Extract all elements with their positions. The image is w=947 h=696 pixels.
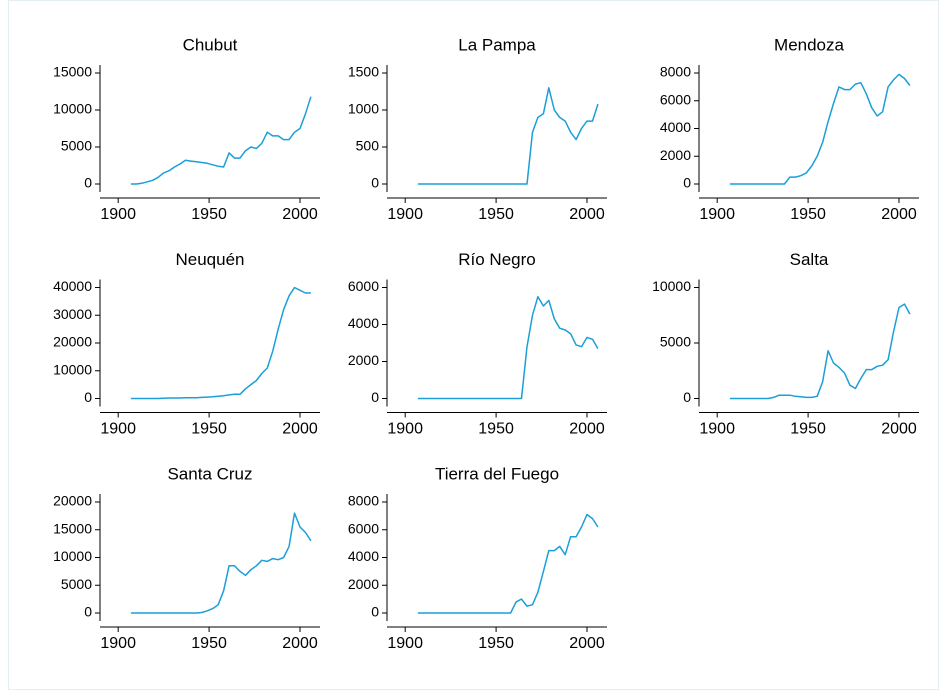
- y-tick-label: 2000: [348, 352, 379, 368]
- data-line: [130, 96, 312, 185]
- data-line: [417, 295, 599, 400]
- y-tick-label: 1000: [348, 101, 379, 117]
- x-tick-label: 1950: [191, 421, 227, 438]
- y-tick-label: 0: [683, 389, 691, 405]
- y-tick-label: 40000: [53, 278, 92, 294]
- data-line: [130, 286, 311, 400]
- y-tick-label: 8000: [660, 64, 691, 80]
- x-tick-label: 1900: [100, 421, 136, 438]
- x-tick-label: 2000: [881, 421, 917, 438]
- x-tick-label: 1900: [699, 421, 735, 438]
- y-tick-label: 4000: [660, 119, 691, 135]
- y-tick-label: 2000: [660, 147, 691, 163]
- x-tick-label: 1900: [100, 206, 136, 223]
- y-tick-label: 1500: [348, 64, 379, 80]
- x-tick-label: 2000: [569, 206, 605, 223]
- y-tick-label: 5000: [660, 334, 691, 350]
- data-line: [130, 512, 312, 614]
- x-tick-label: 1950: [478, 206, 514, 223]
- x-tick-label: 2000: [881, 206, 917, 223]
- y-tick-label: 5000: [61, 138, 92, 154]
- x-tick-label: 2000: [282, 206, 318, 223]
- y-tick-label: 5000: [61, 576, 92, 592]
- y-tick-label: 6000: [348, 278, 379, 294]
- panel-title: Tierra del Fuego: [435, 464, 559, 483]
- y-tick-label: 10000: [652, 278, 691, 294]
- y-tick-label: 10000: [53, 548, 92, 564]
- y-tick-label: 0: [84, 604, 92, 620]
- x-tick-label: 1900: [387, 421, 423, 438]
- y-tick-label: 15000: [53, 64, 92, 80]
- panel-title: Salta: [790, 250, 829, 269]
- panel-title: Chubut: [183, 35, 238, 54]
- x-tick-label: 1900: [387, 635, 423, 652]
- x-tick-label: 1950: [478, 421, 514, 438]
- x-tick-label: 1900: [699, 206, 735, 223]
- y-tick-label: 6000: [348, 520, 379, 536]
- data-line: [417, 87, 599, 185]
- y-tick-label: 6000: [660, 91, 691, 107]
- x-tick-label: 1950: [191, 635, 227, 652]
- y-tick-label: 0: [371, 175, 379, 191]
- data-line: [417, 513, 599, 614]
- x-tick-label: 2000: [569, 421, 605, 438]
- x-tick-label: 1950: [191, 206, 227, 223]
- data-line: [729, 73, 911, 185]
- y-tick-label: 0: [683, 175, 691, 191]
- frame: [8, 0, 939, 690]
- y-tick-label: 0: [371, 604, 379, 620]
- x-tick-label: 1900: [387, 206, 423, 223]
- y-tick-label: 0: [371, 389, 379, 405]
- y-tick-label: 10000: [53, 361, 92, 377]
- panel-title: Río Negro: [458, 250, 535, 269]
- y-tick-label: 0: [84, 175, 92, 191]
- y-tick-label: 0: [84, 389, 92, 405]
- x-tick-label: 1950: [790, 421, 826, 438]
- y-tick-label: 4000: [348, 548, 379, 564]
- x-tick-label: 1950: [478, 635, 514, 652]
- x-tick-label: 1900: [100, 635, 136, 652]
- y-tick-label: 20000: [53, 334, 92, 350]
- y-tick-label: 4000: [348, 315, 379, 331]
- panel-title: Neuquén: [175, 250, 244, 269]
- panel-title: Mendoza: [774, 35, 844, 54]
- y-tick-label: 500: [356, 138, 380, 154]
- x-tick-label: 2000: [569, 635, 605, 652]
- y-tick-label: 30000: [53, 306, 92, 322]
- y-tick-label: 8000: [348, 493, 379, 509]
- x-tick-label: 1950: [790, 206, 826, 223]
- x-tick-label: 2000: [282, 635, 318, 652]
- panel-title: Santa Cruz: [167, 464, 252, 483]
- y-tick-label: 2000: [348, 576, 379, 592]
- y-tick-label: 10000: [53, 101, 92, 117]
- y-tick-label: 15000: [53, 520, 92, 536]
- x-tick-label: 2000: [282, 421, 318, 438]
- panel-title: La Pampa: [458, 35, 536, 54]
- y-tick-label: 20000: [53, 493, 92, 509]
- data-line: [729, 303, 911, 400]
